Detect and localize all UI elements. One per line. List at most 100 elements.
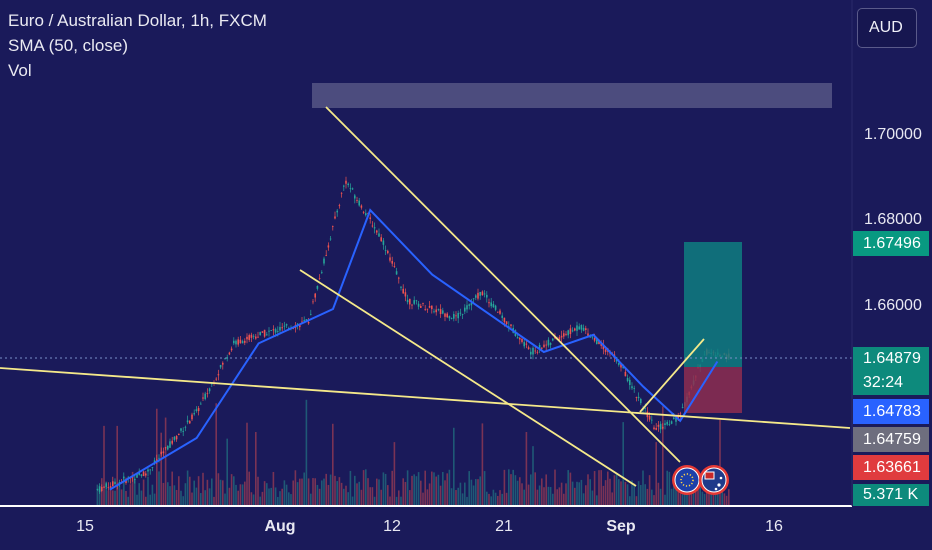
volume-bar bbox=[376, 478, 378, 505]
candle-body bbox=[356, 200, 358, 201]
volume-bar bbox=[151, 484, 154, 505]
candle-body bbox=[519, 337, 521, 340]
last-price-tag: 1.64879 bbox=[853, 347, 929, 371]
candle-body bbox=[184, 426, 187, 428]
australia-flag-icon[interactable] bbox=[699, 465, 729, 495]
volume-bar bbox=[602, 485, 605, 505]
symbol-title[interactable]: Euro / Australian Dollar, 1h, FXCM bbox=[8, 11, 267, 30]
volume-bar bbox=[301, 478, 303, 505]
trendline-upper[interactable] bbox=[325, 106, 681, 463]
candle-body bbox=[477, 292, 479, 299]
supply-zone[interactable] bbox=[312, 83, 832, 108]
volume-bar bbox=[431, 471, 433, 505]
candle-countdown: 32:24 bbox=[853, 371, 929, 395]
volume-bar bbox=[424, 470, 426, 505]
volume-bar bbox=[505, 492, 508, 505]
volume-bar bbox=[123, 476, 125, 505]
candle-body bbox=[545, 344, 547, 346]
volume-bar bbox=[428, 483, 431, 505]
candle-body bbox=[329, 238, 332, 240]
candle-body bbox=[134, 479, 136, 480]
candle-body bbox=[244, 340, 246, 343]
volume-bar bbox=[382, 472, 385, 505]
candle-body bbox=[259, 332, 261, 336]
volume-bar bbox=[576, 481, 578, 505]
volume-bar bbox=[303, 472, 305, 505]
trendline-breakout[interactable] bbox=[639, 338, 705, 413]
volume-bar bbox=[103, 425, 105, 505]
volume-bar bbox=[508, 469, 510, 505]
volume-bar bbox=[596, 495, 598, 505]
candle-body bbox=[239, 339, 242, 344]
candle-body bbox=[466, 305, 468, 310]
candle-body bbox=[622, 366, 624, 369]
volume-bar bbox=[631, 480, 633, 505]
volume-bar bbox=[351, 496, 354, 505]
volume-bar bbox=[587, 474, 589, 505]
volume-bar bbox=[613, 475, 616, 505]
volume-bar bbox=[222, 480, 224, 505]
candle-body bbox=[664, 423, 666, 426]
volume-bar bbox=[466, 496, 468, 505]
volume-bar bbox=[538, 485, 541, 505]
volume-bar bbox=[96, 484, 99, 505]
volume-bar bbox=[391, 470, 393, 505]
candle-body bbox=[263, 329, 266, 337]
candle-body bbox=[171, 440, 173, 444]
volume-bar bbox=[574, 487, 576, 505]
volume-bar bbox=[516, 480, 519, 505]
volume-bar bbox=[160, 432, 162, 505]
candle-body bbox=[358, 200, 360, 206]
volume-bar bbox=[116, 425, 118, 505]
volume-bar bbox=[136, 494, 138, 505]
candle-body bbox=[270, 330, 272, 331]
volume-bar bbox=[285, 484, 288, 505]
volume-bar bbox=[697, 488, 699, 505]
volume-bar bbox=[354, 475, 356, 505]
volume-bar bbox=[362, 470, 365, 505]
candle-body bbox=[233, 340, 235, 344]
candle-body bbox=[338, 205, 341, 207]
sma-indicator-label[interactable]: SMA (50, close) bbox=[8, 36, 128, 55]
volume-bar bbox=[642, 470, 644, 505]
chart-legend: Euro / Australian Dollar, 1h, FXCM SMA (… bbox=[8, 8, 267, 83]
volume-bar bbox=[512, 469, 514, 505]
volume-bar bbox=[472, 485, 475, 505]
candle-body bbox=[323, 258, 325, 264]
volume-bar bbox=[224, 493, 226, 505]
volume-indicator-label[interactable]: Vol bbox=[8, 61, 32, 80]
volume-bar bbox=[277, 496, 279, 505]
candle-body bbox=[406, 299, 409, 303]
candle-body bbox=[593, 337, 596, 341]
volume-bar bbox=[380, 489, 382, 505]
candle-body bbox=[558, 336, 561, 340]
candle-body bbox=[395, 271, 398, 275]
candle-body bbox=[167, 445, 169, 450]
candle-body bbox=[499, 310, 501, 314]
eu-flag-icon[interactable] bbox=[672, 465, 702, 495]
trendline-support[interactable] bbox=[0, 367, 851, 429]
volume-bar bbox=[664, 494, 666, 505]
volume-bar bbox=[437, 474, 440, 505]
volume-bar bbox=[635, 496, 638, 505]
volume-bar bbox=[140, 490, 143, 505]
volume-bar bbox=[261, 491, 264, 505]
volume-bar bbox=[365, 469, 367, 505]
candle-body bbox=[494, 305, 497, 310]
volume-bar bbox=[393, 442, 396, 505]
volume-bar bbox=[167, 482, 169, 505]
target-zone[interactable] bbox=[684, 242, 742, 367]
currency-button[interactable]: AUD bbox=[857, 8, 917, 48]
volume-bar bbox=[241, 484, 244, 505]
candle-body bbox=[105, 483, 107, 487]
candle-body bbox=[391, 260, 393, 264]
volume-bar bbox=[248, 471, 250, 505]
trendline-lower[interactable] bbox=[299, 269, 637, 487]
candle-body bbox=[567, 330, 569, 336]
stop-zone[interactable] bbox=[684, 367, 742, 413]
volume-bar bbox=[503, 469, 506, 505]
candle-body bbox=[576, 325, 578, 331]
candle-body bbox=[204, 393, 206, 400]
volume-bar bbox=[290, 494, 292, 505]
